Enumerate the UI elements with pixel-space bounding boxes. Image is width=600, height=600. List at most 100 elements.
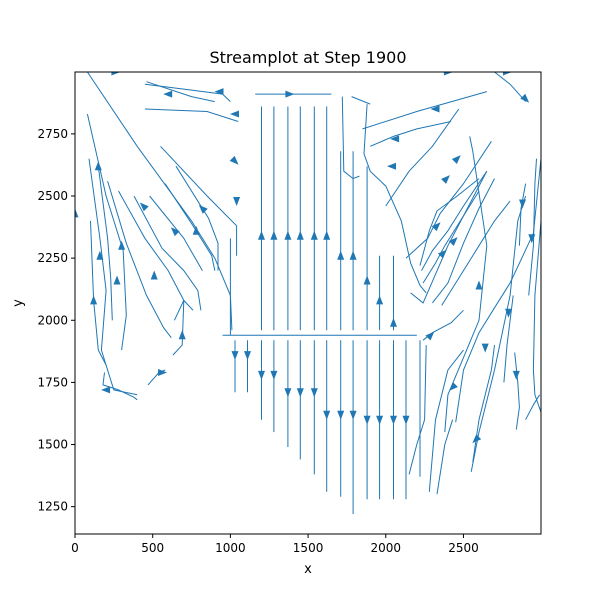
stream-arrow bbox=[244, 351, 251, 361]
streamline bbox=[514, 352, 520, 430]
streamline bbox=[408, 345, 427, 475]
stream-arrow bbox=[449, 382, 458, 391]
stream-arrow bbox=[163, 90, 173, 98]
stream-arrow bbox=[310, 230, 318, 240]
stream-arrow bbox=[337, 250, 345, 260]
stream-arrow bbox=[170, 227, 180, 237]
x-axis: 0 500 1000 1500 2000 2500 bbox=[71, 534, 479, 555]
stream-arrow bbox=[443, 72, 453, 76]
stream-arrow bbox=[94, 161, 102, 171]
streamline bbox=[175, 165, 219, 271]
streamline bbox=[518, 183, 527, 246]
stream-arrow bbox=[376, 295, 384, 305]
stream-arrow bbox=[310, 388, 318, 398]
x-tick-label: 2000 bbox=[370, 541, 401, 555]
stream-arrow bbox=[475, 280, 483, 290]
stream-arrow bbox=[96, 250, 104, 260]
stream-arrow bbox=[503, 72, 512, 76]
stream-arrow bbox=[178, 330, 186, 340]
stream-arrow bbox=[139, 202, 149, 212]
stream-arrow bbox=[101, 386, 111, 394]
streamline bbox=[528, 158, 537, 296]
streamline bbox=[144, 83, 231, 102]
stream-arrow bbox=[481, 343, 489, 353]
stream-arrow bbox=[270, 370, 278, 380]
x-tick-label: 1500 bbox=[293, 541, 324, 555]
stream-arrow bbox=[323, 230, 331, 240]
streamline bbox=[90, 220, 107, 366]
streamline bbox=[160, 145, 238, 256]
streamline bbox=[503, 295, 514, 383]
streamline bbox=[444, 136, 488, 433]
streamline bbox=[362, 91, 487, 130]
stream-arrow bbox=[390, 317, 397, 327]
streamline bbox=[341, 96, 360, 180]
stream-arrow bbox=[296, 388, 304, 398]
stream-arrow bbox=[214, 88, 224, 96]
x-tick-label: 0 bbox=[71, 541, 79, 555]
streamlines-layer bbox=[75, 72, 541, 515]
stream-arrow bbox=[158, 369, 167, 376]
stream-arrow bbox=[229, 155, 239, 165]
stream-arrow bbox=[118, 240, 126, 250]
streamline bbox=[97, 166, 113, 321]
streamline bbox=[472, 345, 495, 462]
stream-arrow bbox=[284, 230, 292, 240]
stream-arrow bbox=[390, 415, 397, 425]
streamline bbox=[432, 178, 495, 304]
stream-arrow bbox=[349, 250, 357, 260]
x-axis-label: x bbox=[304, 562, 312, 577]
y-tick-label: 1250 bbox=[37, 500, 68, 514]
stream-arrow bbox=[505, 308, 512, 318]
streamline bbox=[149, 195, 203, 271]
stream-arrow bbox=[349, 410, 357, 420]
streamline bbox=[428, 349, 464, 492]
stream-arrow bbox=[425, 331, 435, 341]
stream-arrow bbox=[402, 415, 410, 425]
stream-arrow bbox=[363, 415, 371, 425]
x-tick-label: 2500 bbox=[448, 541, 479, 555]
chart-title: Streamplot at Step 1900 bbox=[209, 48, 406, 67]
stream-arrow bbox=[233, 197, 241, 206]
streamline bbox=[363, 104, 427, 294]
streamline bbox=[88, 158, 138, 396]
stream-arrow bbox=[270, 230, 278, 240]
streamline bbox=[494, 72, 526, 102]
stream-arrow bbox=[285, 90, 295, 98]
stream-arrow bbox=[150, 270, 158, 280]
y-axis-label: y bbox=[11, 299, 26, 307]
stream-arrow bbox=[387, 162, 396, 170]
streamline bbox=[144, 108, 239, 122]
stream-arrow bbox=[113, 275, 121, 285]
stream-arrow bbox=[337, 410, 345, 420]
stream-arrow bbox=[75, 208, 79, 218]
y-tick-label: 2750 bbox=[37, 127, 68, 141]
stream-arrow bbox=[192, 225, 200, 235]
stream-arrow bbox=[111, 72, 121, 76]
stream-arrow bbox=[258, 370, 265, 380]
streamline bbox=[405, 141, 492, 259]
stream-arrow bbox=[376, 415, 384, 425]
streamline bbox=[470, 195, 527, 472]
stream-arrow bbox=[437, 249, 447, 259]
stream-arrow bbox=[431, 222, 441, 232]
stream-arrow bbox=[528, 234, 536, 244]
streamline bbox=[455, 72, 541, 423]
streamline bbox=[118, 190, 194, 311]
stream-arrow bbox=[90, 295, 98, 305]
stream-arrow bbox=[296, 230, 304, 240]
x-tick-label: 500 bbox=[141, 541, 164, 555]
streamline bbox=[410, 170, 488, 304]
stream-arrow bbox=[451, 155, 461, 165]
stream-arrow bbox=[198, 204, 208, 214]
streamline bbox=[385, 108, 460, 207]
stream-arrow bbox=[472, 434, 482, 444]
stream-arrow bbox=[323, 410, 331, 420]
streamline bbox=[419, 178, 480, 266]
streamline bbox=[172, 300, 185, 356]
stream-arrow bbox=[390, 135, 400, 143]
y-tick-label: 2250 bbox=[37, 251, 68, 265]
streamline bbox=[102, 372, 138, 401]
stream-arrow bbox=[519, 199, 526, 209]
